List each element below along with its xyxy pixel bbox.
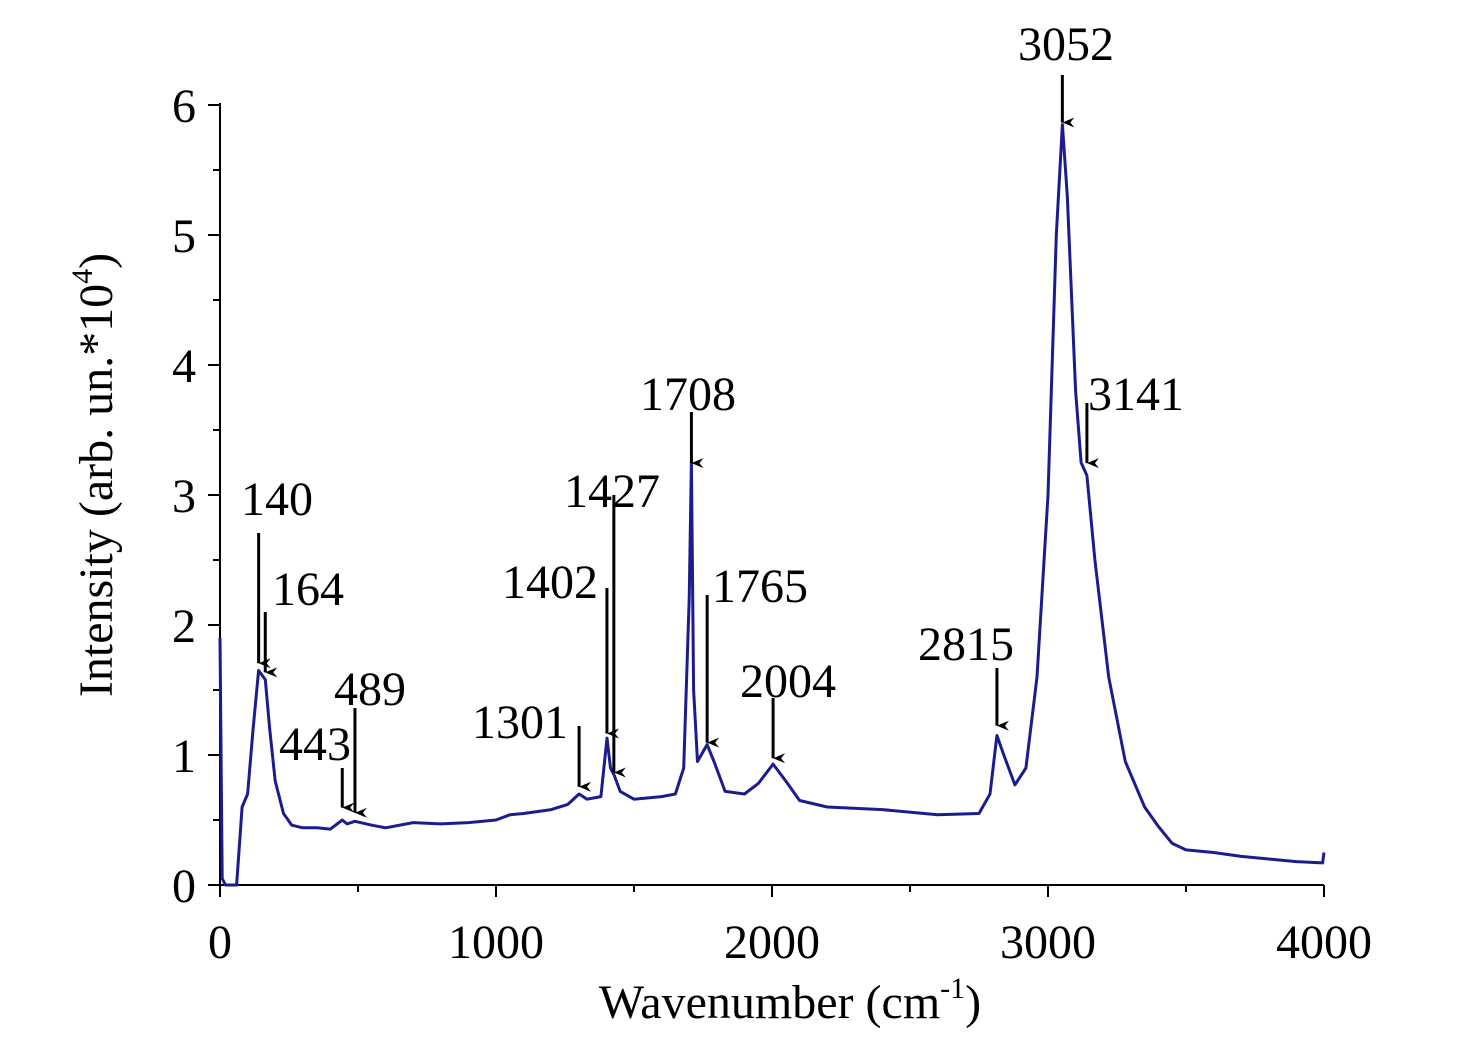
x-axis-label-tail: ) <box>965 976 981 1029</box>
y-tick-label: 2 <box>172 600 196 653</box>
peak-label: 443 <box>279 718 351 771</box>
y-tick-label: 0 <box>172 860 196 913</box>
y-tick-label: 6 <box>172 80 196 133</box>
y-axis-label-sup: 4 <box>66 269 99 284</box>
x-tick-label: 2000 <box>724 916 820 969</box>
peak-label: 1765 <box>712 560 808 613</box>
peak-label: 489 <box>334 663 406 716</box>
x-axis-label-sup: -1 <box>940 972 965 1005</box>
peak-label: 2815 <box>918 618 1014 671</box>
peak-label: 1301 <box>472 696 568 749</box>
spectrum-line <box>218 123 1326 887</box>
peak-label: 2004 <box>740 655 836 708</box>
x-axis-label-text: Wavenumber (cm <box>599 976 940 1029</box>
x-tick-label: 0 <box>208 916 232 969</box>
x-tick-label: 4000 <box>1276 916 1372 969</box>
peak-label: 1708 <box>640 368 736 421</box>
y-tick-label: 3 <box>172 470 196 523</box>
x-tick-label: 1000 <box>448 916 544 969</box>
y-tick-label: 1 <box>172 730 196 783</box>
peak-label: 1427 <box>564 465 660 518</box>
peak-label: 140 <box>241 473 313 526</box>
y-tick-label: 4 <box>172 340 196 393</box>
peak-label: 1402 <box>502 556 598 609</box>
peak-label: 3052 <box>1018 18 1114 71</box>
y-axis-label: Intensity (arb. un.*104) <box>66 253 123 697</box>
peak-label: 3141 <box>1088 368 1184 421</box>
x-axis-label: Wavenumber (cm-1) <box>599 972 981 1029</box>
y-axis-label-tail: ) <box>70 253 123 269</box>
peak-label: 164 <box>272 563 344 616</box>
y-axis-label-text: Intensity (arb. un.*10 <box>70 284 123 697</box>
x-tick-label: 3000 <box>1000 916 1096 969</box>
y-tick-label: 5 <box>172 210 196 263</box>
